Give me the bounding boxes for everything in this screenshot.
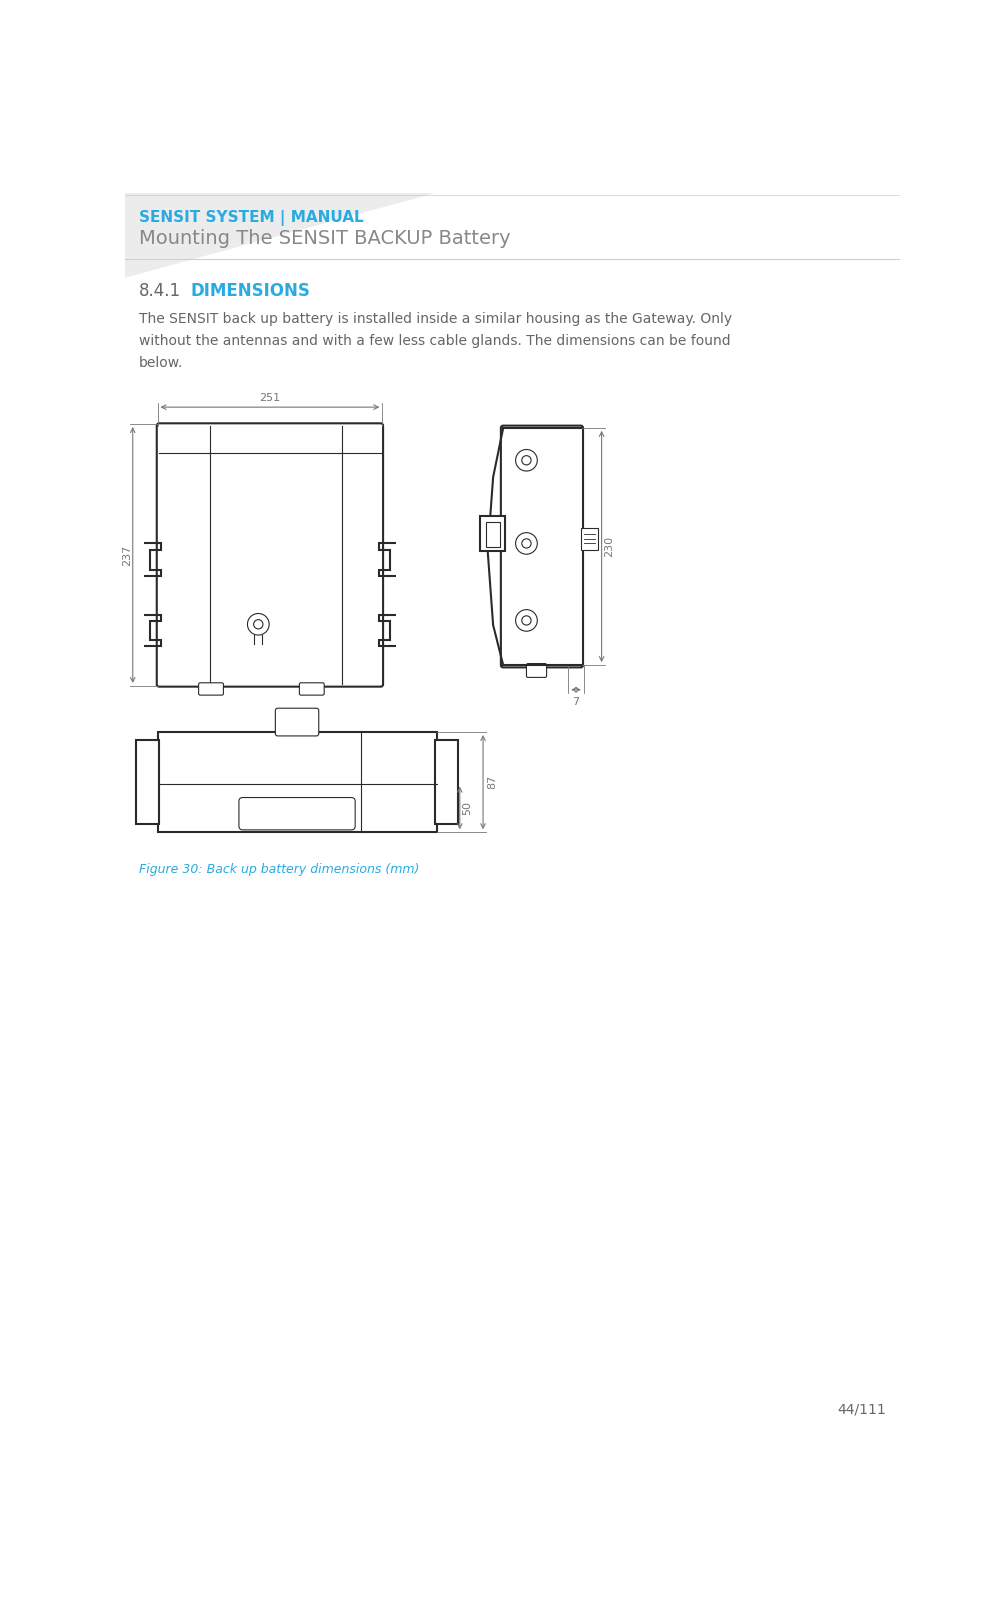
Bar bbox=[158, 732, 437, 832]
Polygon shape bbox=[125, 193, 435, 278]
Text: 251: 251 bbox=[259, 393, 280, 404]
Text: The SENSIT back up battery is installed inside a similar housing as the Gateway.: The SENSIT back up battery is installed … bbox=[139, 312, 732, 370]
FancyBboxPatch shape bbox=[501, 426, 583, 668]
FancyBboxPatch shape bbox=[275, 708, 319, 735]
FancyBboxPatch shape bbox=[199, 682, 223, 695]
Bar bbox=[581, 528, 598, 550]
Text: 230: 230 bbox=[604, 536, 614, 557]
Bar bbox=[435, 740, 458, 824]
Text: Mounting The SENSIT BACKUP Battery: Mounting The SENSIT BACKUP Battery bbox=[139, 228, 511, 248]
Text: 7: 7 bbox=[572, 697, 580, 708]
Text: DIMENSIONS: DIMENSIONS bbox=[191, 282, 311, 299]
Text: 8.4.1: 8.4.1 bbox=[139, 282, 181, 299]
Text: Figure 30: Back up battery dimensions (mm): Figure 30: Back up battery dimensions (m… bbox=[139, 862, 419, 875]
Bar bbox=[480, 516, 505, 552]
FancyBboxPatch shape bbox=[299, 682, 324, 695]
Text: 87: 87 bbox=[487, 776, 497, 790]
Text: 44/111: 44/111 bbox=[837, 1403, 886, 1416]
FancyBboxPatch shape bbox=[157, 423, 383, 687]
FancyBboxPatch shape bbox=[239, 798, 355, 830]
FancyBboxPatch shape bbox=[526, 663, 547, 677]
Text: SENSIT SYSTEM | MANUAL: SENSIT SYSTEM | MANUAL bbox=[139, 211, 364, 225]
Text: 237: 237 bbox=[122, 544, 132, 566]
Text: 50: 50 bbox=[463, 801, 473, 814]
Bar bbox=[486, 521, 500, 547]
Bar bbox=[136, 740, 159, 824]
